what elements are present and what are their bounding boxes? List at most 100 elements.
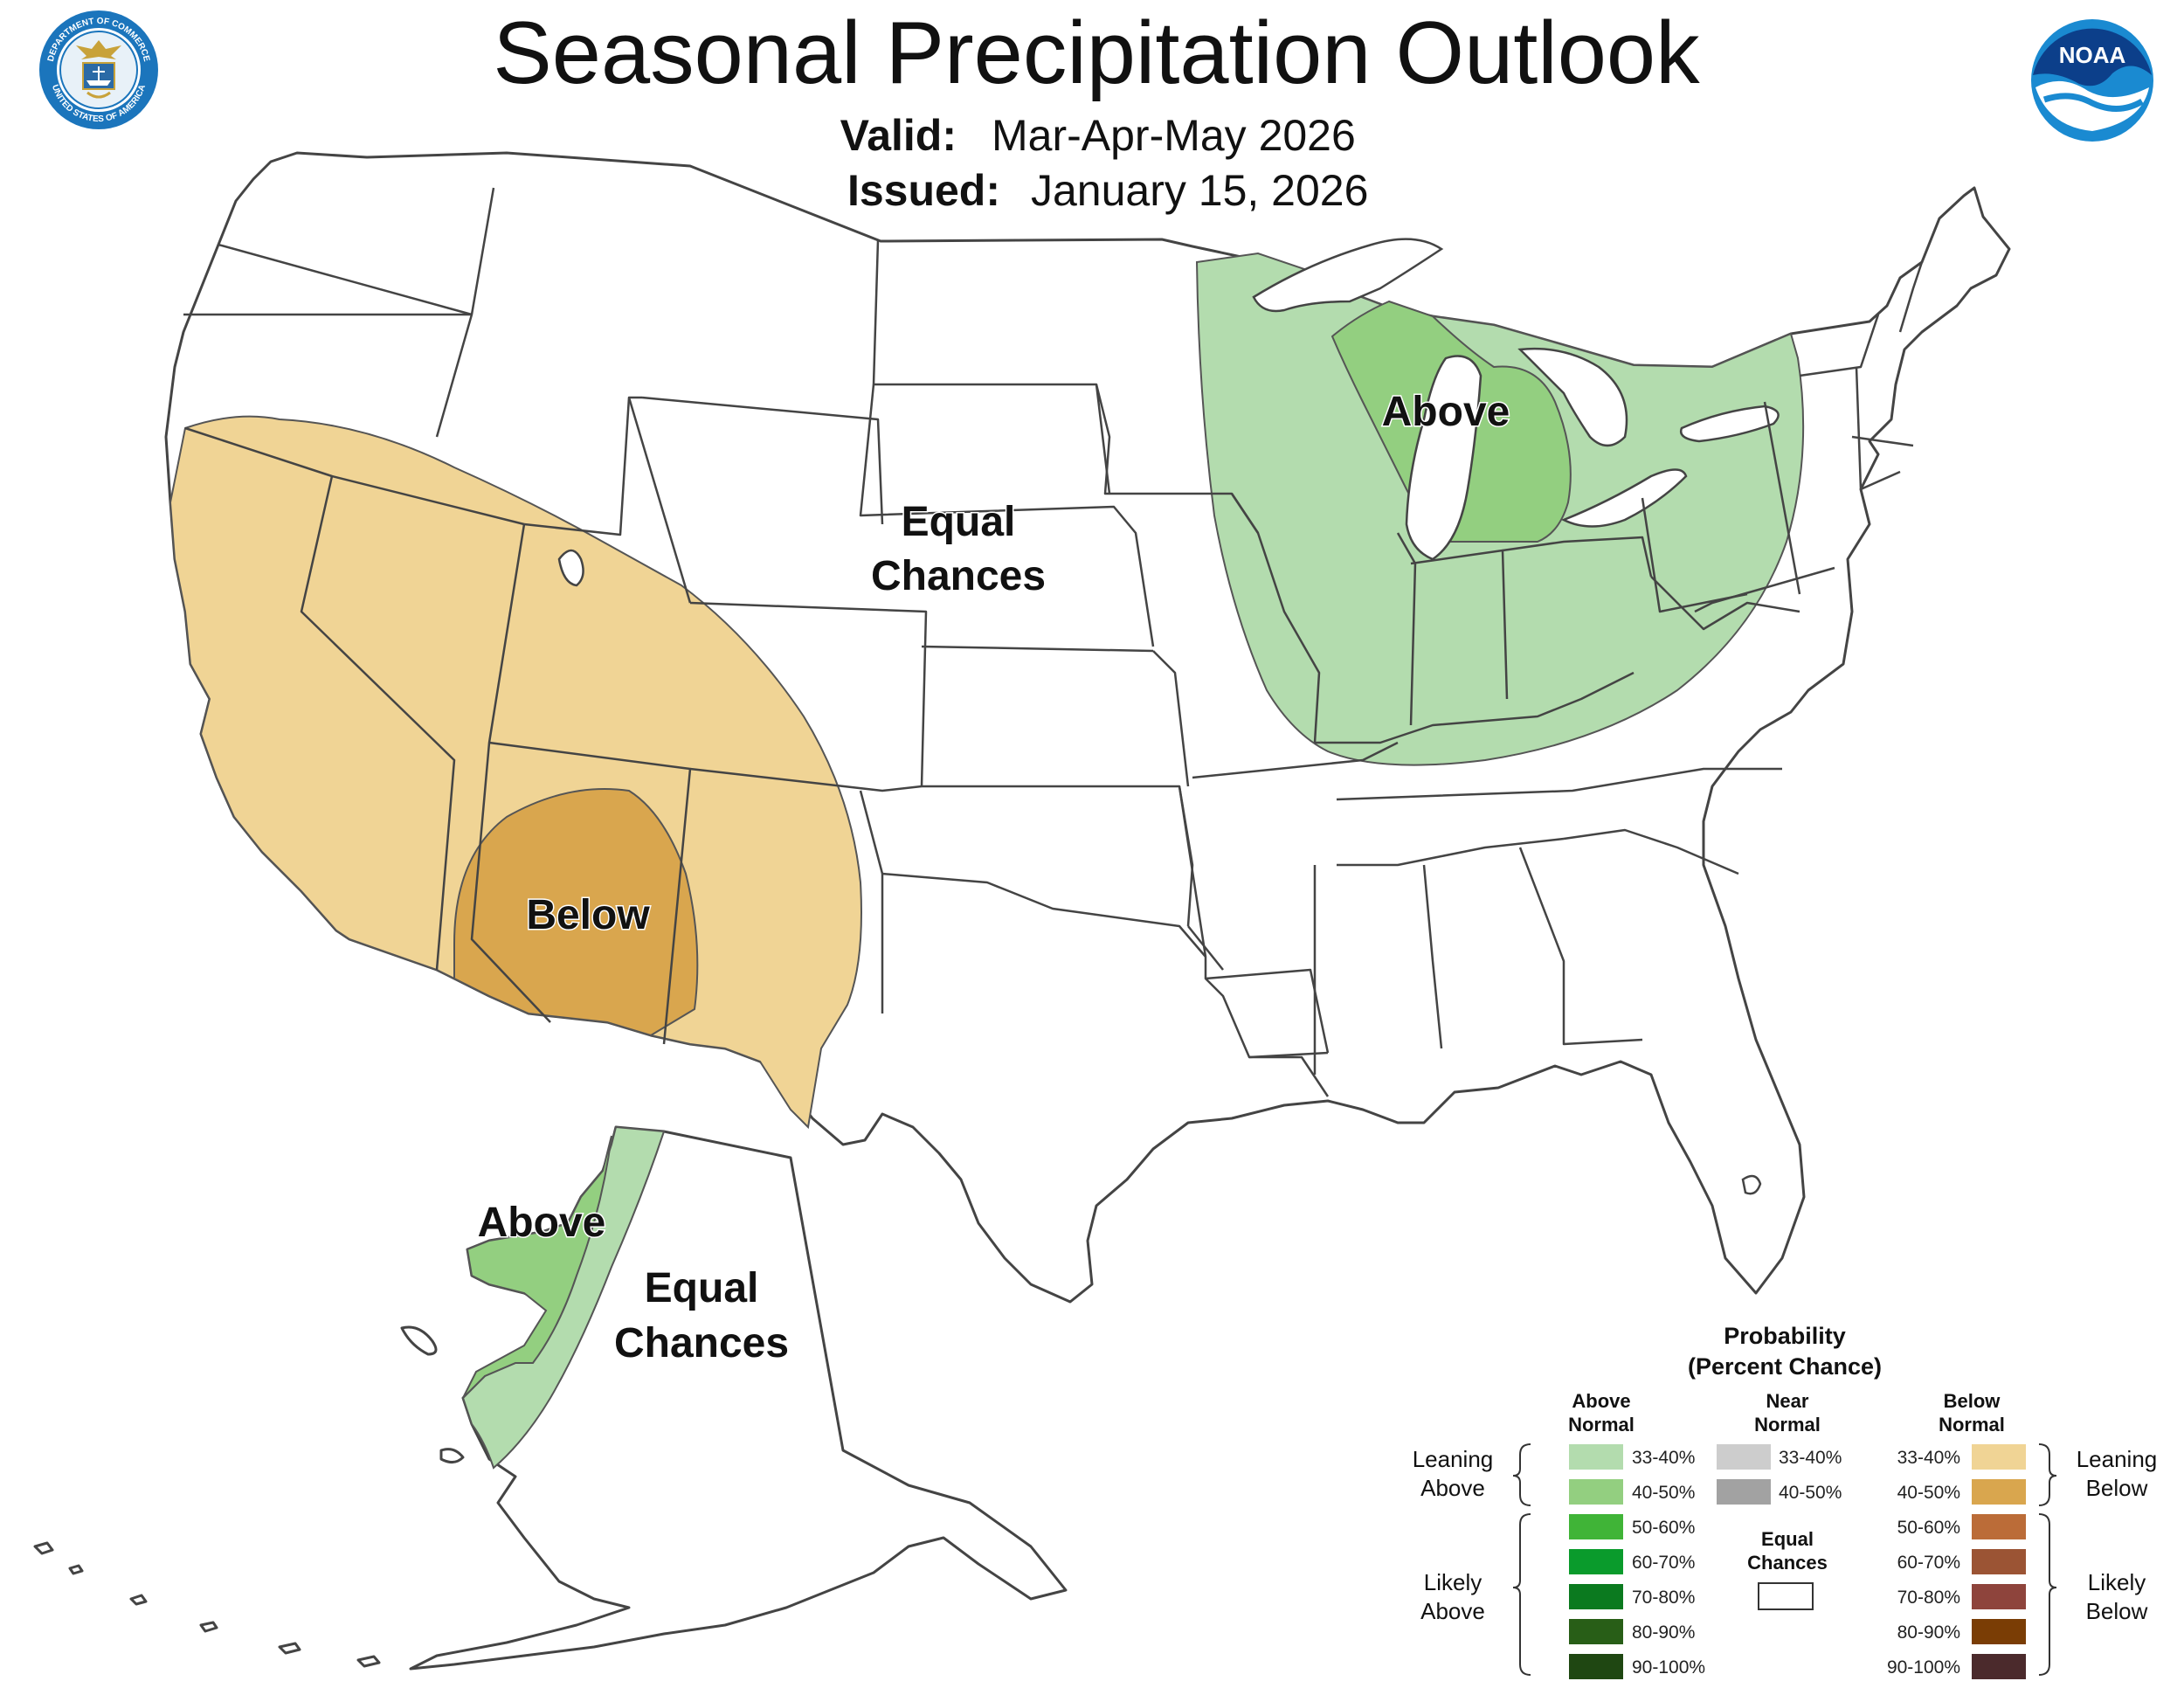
below-normal-40-50-region [453,788,699,1037]
legend-col-above-line2: Normal [1568,1414,1635,1435]
noaa-logo-text: NOAA [2059,42,2126,68]
great-salt-lake [557,549,584,587]
legend-above-row: 80-90% [1569,1619,1695,1644]
legend-below-row: 90-100% [1887,1654,2026,1679]
legend-below-label: 40-50% [1897,1483,1960,1503]
legend-bracket-leaning-below [2038,1443,2057,1506]
legend-bracket-leaning-above [1512,1443,1531,1506]
legend-below-label: 33-40% [1897,1448,1960,1468]
alaska-islands [33,1325,465,1668]
legend-near-row: 33-40% [1717,1444,1842,1470]
legend-likely-above-line1: Likely [1424,1569,1482,1595]
alaska-equal-chances-label-line2: Chances [614,1320,789,1366]
legend-leaning-above-line2: Above [1420,1475,1485,1501]
legend-above-label: 33-40% [1632,1448,1695,1468]
legend-above-label: 80-90% [1632,1622,1695,1643]
department-of-commerce-seal-icon: DEPARTMENT OF COMMERCE UNITED STATES OF … [39,10,158,129]
probability-legend: Probability (Percent Chance) Above Norma… [1413,1323,2158,1679]
issued-value: January 15, 2026 [1031,166,1368,215]
legend-above-label: 50-60% [1632,1518,1695,1538]
legend-leaning-above-line1: Leaning [1413,1446,1494,1472]
legend-above-row: 70-80% [1569,1584,1695,1609]
legend-near-swatch [1717,1444,1771,1470]
lake-erie [1560,468,1688,528]
legend-above-label: 70-80% [1632,1588,1695,1608]
legend-above-normal-column: 33-40% 40-50% 50-60% 60-70% 70-80% 80-90% 90-1… [1569,1444,1705,1679]
legend-above-label: 90-100% [1632,1657,1705,1678]
legend-near-label: 33-40% [1779,1448,1842,1468]
legend-below-swatch [1972,1514,2026,1539]
legend-equal-chances-line2: Chances [1747,1552,1828,1574]
conus-equal-chances-label-line1: Equal [902,499,1016,545]
legend-bracket-likely-below [2038,1513,2057,1676]
legend-below-label: 70-80% [1897,1588,1960,1608]
alaska-above-label: Above [478,1200,606,1246]
legend-below-label: 60-70% [1897,1553,1960,1573]
legend-title-line1: Probability [1724,1323,1846,1349]
legend-above-swatch [1569,1619,1623,1644]
legend-above-label: 40-50% [1632,1483,1695,1503]
legend-below-swatch [1972,1619,2026,1644]
legend-below-row: 70-80% [1897,1584,2026,1609]
legend-above-row: 50-60% [1569,1514,1695,1539]
legend-above-swatch [1569,1584,1623,1609]
legend-likely-below-line2: Below [2086,1598,2148,1624]
legend-below-swatch [1972,1549,2026,1574]
legend-above-row: 60-70% [1569,1549,1695,1574]
legend-leaning-below-line2: Below [2086,1475,2148,1501]
lake-ontario [1679,405,1780,443]
lake-michigan [1405,355,1482,561]
legend-below-row: 80-90% [1897,1619,2026,1644]
legend-above-row: 33-40% [1569,1444,1695,1470]
legend-below-swatch [1972,1444,2026,1470]
valid-value: Mar-Apr-May 2026 [992,111,1356,160]
legend-below-label: 80-90% [1897,1622,1960,1643]
legend-col-above-line1: Above [1572,1390,1630,1412]
legend-leaning-below-line1: Leaning [2077,1446,2158,1472]
alaska-equal-chances-label-line1: Equal [645,1265,759,1311]
legend-below-swatch [1972,1584,2026,1609]
noaa-logo-icon: NOAA [2031,19,2153,142]
legend-below-row: 33-40% [1897,1444,2026,1470]
legend-above-row: 40-50% [1569,1479,1695,1505]
legend-below-swatch [1972,1479,2026,1505]
legend-col-near-line2: Normal [1754,1414,1821,1435]
legend-above-swatch [1569,1549,1623,1574]
legend-above-swatch [1569,1444,1623,1470]
page-title: Seasonal Precipitation Outlook [493,4,1700,102]
state-boundaries [183,187,1924,1097]
legend-title-line2: (Percent Chance) [1688,1353,1882,1380]
legend-below-swatch [1972,1654,2026,1679]
valid-label: Valid: [840,111,957,160]
legend-above-swatch [1569,1654,1623,1679]
legend-near-label: 40-50% [1779,1483,1842,1503]
legend-near-normal-column: 33-40% 40-50% [1717,1444,1842,1505]
legend-col-below-line2: Normal [1939,1414,2005,1435]
legend-above-row: 90-100% [1569,1654,1705,1679]
legend-above-swatch [1569,1479,1623,1505]
legend-col-below-line1: Below [1944,1390,2001,1412]
lake-okeechobee [1741,1174,1762,1195]
issued-label: Issued: [847,166,1000,215]
lake-superior [1252,238,1444,313]
legend-below-label: 50-60% [1897,1518,1960,1538]
legend-above-label: 60-70% [1632,1553,1695,1573]
legend-below-normal-column: 33-40% 40-50% 50-60% 60-70% 70-80% 80-90% 90-1… [1887,1444,2026,1679]
legend-likely-above-line2: Above [1420,1598,1485,1624]
legend-below-row: 60-70% [1897,1549,2026,1574]
legend-equal-chances-swatch [1758,1582,1814,1610]
legend-col-near-line1: Near [1766,1390,1809,1412]
legend-bracket-likely-above [1512,1513,1531,1676]
conus-equal-chances-label-line2: Chances [871,553,1046,599]
legend-above-swatch [1569,1514,1623,1539]
legend-near-swatch [1717,1479,1771,1505]
lake-huron [1517,347,1628,447]
legend-near-row: 40-50% [1717,1479,1842,1505]
legend-below-label: 90-100% [1887,1657,1960,1678]
conus-below-label: Below [526,892,650,938]
legend-equal-chances-line1: Equal [1761,1528,1814,1550]
conus-above-label: Above [1382,389,1510,435]
legend-below-row: 40-50% [1897,1479,2026,1505]
legend-likely-below-line1: Likely [2088,1569,2146,1595]
